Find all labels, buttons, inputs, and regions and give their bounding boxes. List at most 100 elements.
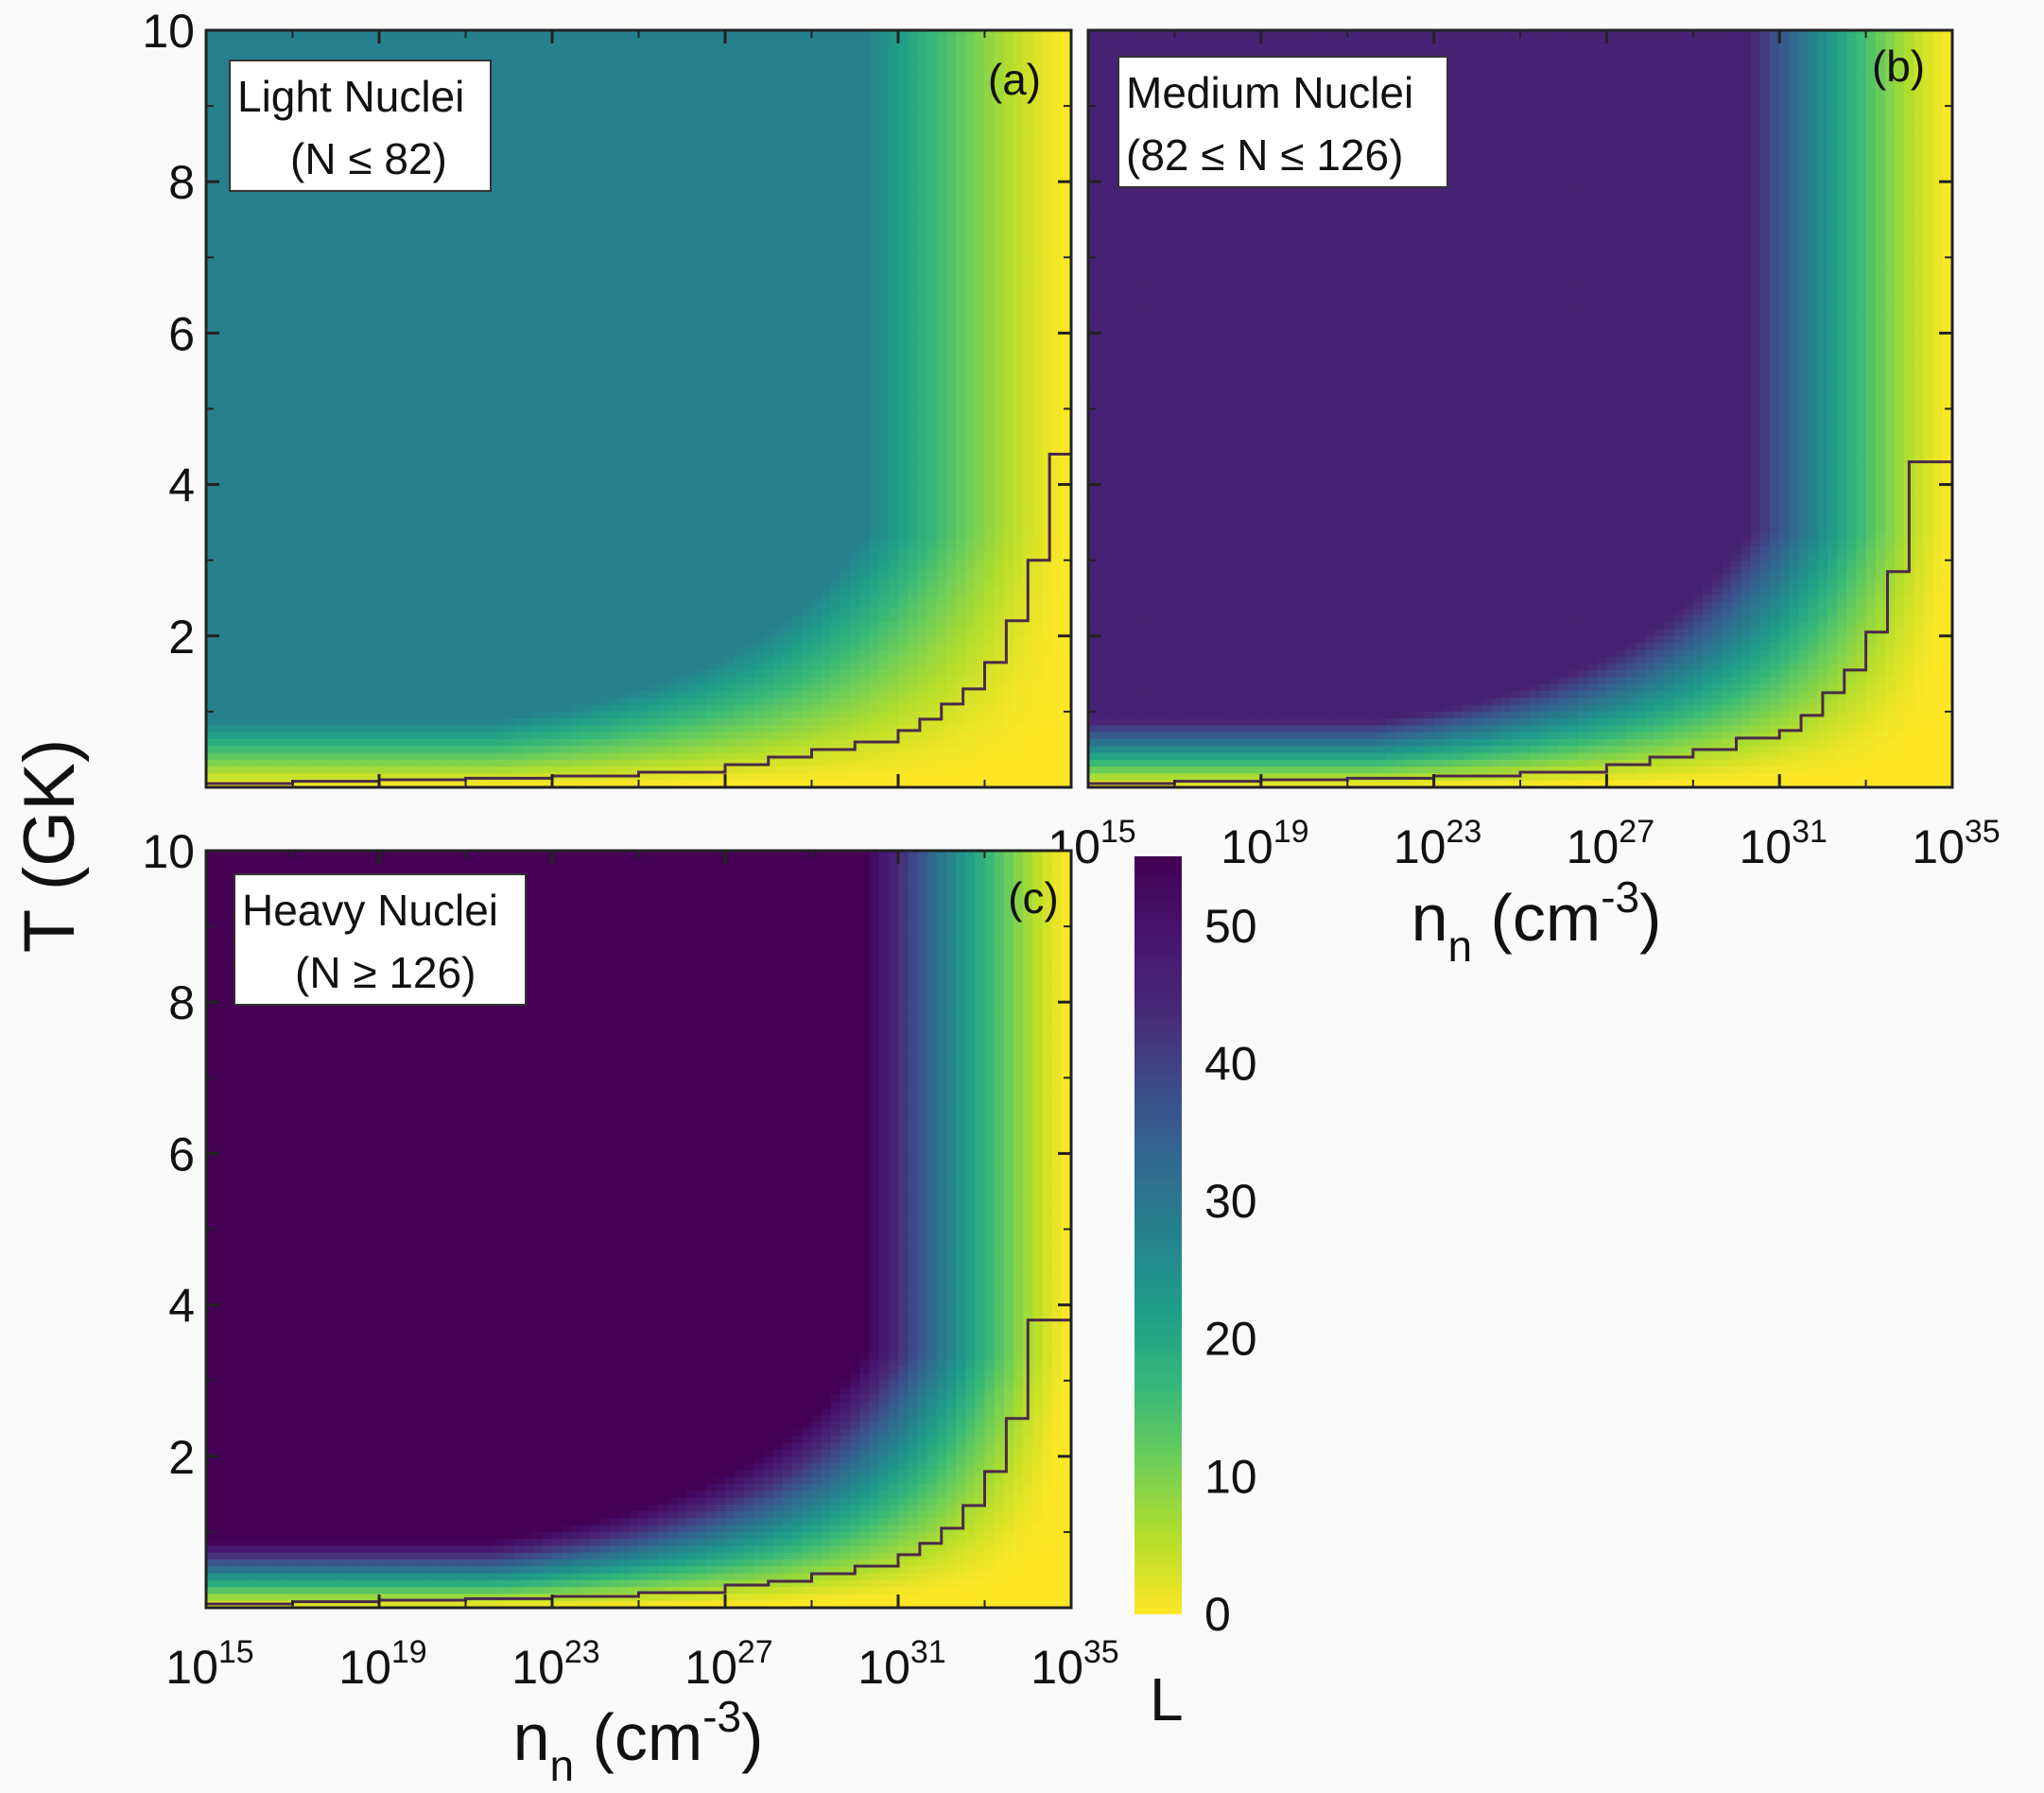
heatmap-cell [465,305,476,314]
heatmap-cell [504,752,515,761]
heatmap-cell [523,126,534,135]
heatmap-cell [264,230,274,238]
heatmap-cell [629,677,640,685]
heatmap-cell [542,64,553,73]
heatmap-cell [398,677,409,685]
heatmap-cell [590,174,601,182]
heatmap-cell [456,457,467,465]
heatmap-cell [638,167,650,176]
heatmap-cell [426,773,438,782]
heatmap-cell [484,511,495,520]
heatmap-cell [590,230,601,238]
heatmap-cell [340,367,352,375]
heatmap-cell [638,270,650,279]
heatmap-cell [437,519,447,527]
heatmap-cell [629,539,640,547]
heatmap-cell [456,243,467,251]
heatmap-cell [629,257,640,266]
heatmap-cell [234,450,246,458]
heatmap-cell [599,498,611,507]
heatmap-cell [590,112,601,121]
heatmap-cell [484,278,495,286]
heatmap-cell [446,511,458,520]
heatmap-cell [437,614,447,624]
heatmap-cell [350,30,361,39]
heatmap-cell [244,553,255,561]
heatmap-cell [417,236,428,245]
heatmap-cell [253,677,265,685]
heatmap-cell [264,436,274,444]
heatmap-cell [629,339,640,348]
heatmap-cell [437,677,447,685]
heatmap-cell [494,388,505,396]
heatmap-cell [532,711,544,719]
heatmap-cell [398,656,409,664]
heatmap-cell [619,677,631,685]
heatmap-cell [542,112,553,121]
heatmap-cell [283,711,294,719]
heatmap-cell [475,429,486,438]
heatmap-cell [599,92,611,100]
heatmap-cell [417,442,428,451]
heatmap-cell [321,339,332,348]
heatmap-cell [494,92,505,100]
heatmap-cell [216,759,227,767]
heatmap-cell [437,442,447,451]
heatmap-cell [552,491,563,499]
heatmap-cell [417,250,428,259]
heatmap-cell [504,759,515,767]
heatmap-cell [398,587,409,595]
heatmap-cell [465,429,476,438]
heatmap-cell [331,683,342,692]
heatmap-cell [542,463,553,472]
heatmap-cell [321,691,332,699]
heatmap-cell [580,333,592,341]
heatmap-cell [398,209,409,217]
heatmap-cell [426,683,438,692]
heatmap-cell [206,78,217,87]
heatmap-cell [523,436,534,444]
heatmap-cell [494,58,505,66]
heatmap-cell [225,374,236,383]
heatmap-cell [610,629,620,637]
heatmap-cell [571,595,582,603]
heatmap-cell [389,608,400,616]
heatmap-cell [234,718,246,727]
heatmap-cell [629,174,640,182]
heatmap-cell [437,698,447,706]
heatmap-cell [340,511,352,520]
heatmap-cell [331,333,342,341]
heatmap-cell [475,614,486,624]
heatmap-cell [407,711,419,719]
heatmap-cell [580,305,592,314]
heatmap-cell [389,718,400,727]
heatmap-cell [350,670,361,679]
heatmap-cell [273,236,285,245]
heatmap-cell [340,739,352,748]
heatmap-cell [417,780,428,787]
heatmap-cell [552,216,563,224]
heatmap-cell [206,230,217,238]
heatmap-cell [599,161,611,169]
heatmap-cell [552,767,563,775]
heatmap-cell [580,601,592,610]
heatmap-cell [484,539,495,547]
heatmap-cell [599,450,611,458]
heatmap-cell [552,402,563,410]
heatmap-cell [513,339,525,348]
heatmap-cell [475,402,486,410]
heatmap-cell [253,202,265,211]
heatmap-cell [331,746,342,754]
heatmap-cell [244,209,255,217]
heatmap-cell [494,140,505,148]
heatmap-cell [206,167,217,176]
heatmap-cell [321,298,332,307]
heatmap-cell [283,457,294,465]
heatmap-cell [590,394,601,404]
heatmap-cell [446,230,458,238]
heatmap-cell [580,691,592,699]
heatmap-cell [283,305,294,314]
heatmap-cell [590,436,601,444]
heatmap-cell [590,780,601,787]
heatmap-cell [331,566,342,576]
